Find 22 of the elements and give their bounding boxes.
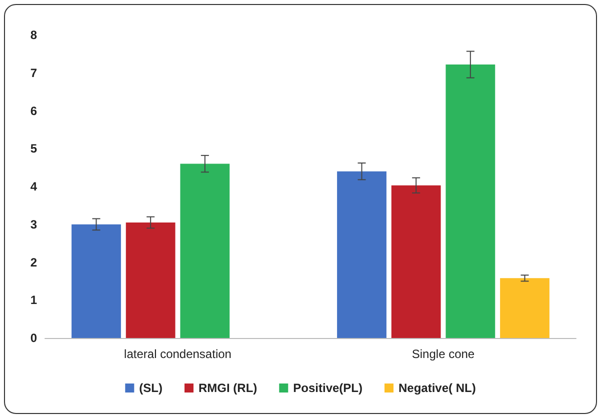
y-tick-label: 2 [30,255,38,270]
bar [391,185,441,338]
y-tick-label: 0 [30,331,38,345]
bar [72,224,121,338]
bar [126,222,176,338]
y-tick-label: 4 [30,180,38,194]
legend-label: RMGI (RL) [198,381,258,395]
y-tick-label: 3 [30,217,38,232]
bar [180,164,230,338]
x-tick-label: lateral condensation [124,347,232,361]
legend-label: Positive(PL) [293,381,363,395]
bar [337,171,386,338]
legend-label: Negative( NL) [398,381,476,395]
y-tick-label: 1 [30,293,38,308]
bar [500,278,550,338]
legend-label: (SL) [139,381,162,395]
y-tick-label: 5 [30,142,38,156]
y-tick-label: 7 [30,66,38,80]
y-tick-label: 6 [30,104,38,118]
y-tick-label: 8 [30,28,38,42]
bar [446,64,496,338]
x-tick-label: Single cone [412,347,475,361]
